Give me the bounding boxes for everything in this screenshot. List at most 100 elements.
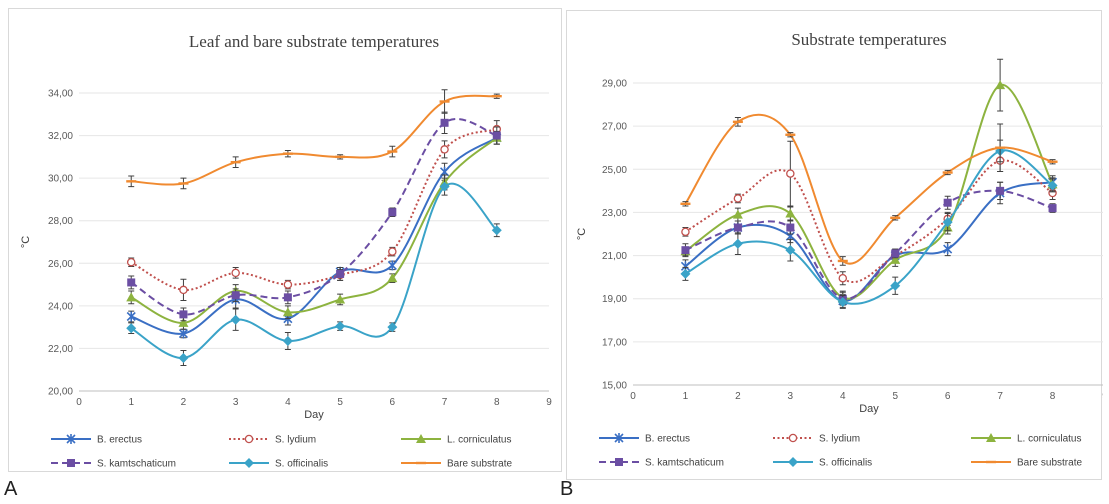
series-s-lydium-group [126, 120, 502, 302]
series-s-lydium-point [126, 257, 136, 267]
legend-l-corniculatus-marker [986, 433, 996, 442]
legend-s-lydium-marker [244, 434, 254, 444]
series-s-lydium-point [838, 273, 848, 283]
x-tick-label: 4 [840, 391, 846, 402]
legend-s-kamtschaticum-marker [615, 458, 623, 466]
x-axis-title: Day [304, 409, 324, 421]
series-s-kamtschaticum-point [943, 198, 952, 207]
series-s-kamtschaticum-point [996, 186, 1005, 195]
series-bare-substrate-group [126, 89, 502, 190]
y-tick-label: 21,00 [602, 251, 627, 262]
series-s-officinalis-point [732, 238, 743, 249]
y-tick-label: 26,00 [48, 259, 73, 270]
y-tick-label: 19,00 [602, 294, 627, 305]
series-s-officinalis-point [178, 353, 189, 364]
series-s-officinalis-point [387, 322, 398, 333]
series-s-kamtschaticum-point [891, 249, 900, 258]
series-s-lydium-point [179, 285, 188, 295]
series-s-kamtschaticum-point [336, 269, 345, 278]
series-b-erectus-point [387, 260, 397, 271]
series-s-officinalis-point [942, 217, 953, 228]
series-bare-substrate-group [680, 113, 1058, 266]
legend-s-kamtschaticum-label: S. kamtschaticum [97, 459, 176, 470]
series-s-lydium-point [681, 227, 690, 237]
x-tick-label: 3 [788, 391, 794, 402]
series-s-lydium-point [231, 268, 240, 278]
series-s-kamtschaticum-point [786, 223, 795, 232]
legend-l-corniculatus-label: L. corniculatus [447, 435, 511, 446]
series-s-officinalis-group [126, 177, 502, 366]
x-tick-label: 7 [442, 397, 448, 408]
legend-l-corniculatus-marker [416, 434, 426, 443]
y-tick-label: 28,00 [48, 216, 73, 227]
series-s-lydium-point [440, 145, 449, 154]
series-l-corniculatus-group [680, 58, 1058, 305]
x-tick-label: 6 [945, 391, 951, 402]
series-s-kamtschaticum-line [685, 189, 1053, 300]
series-s-officinalis-line [684, 149, 1054, 305]
series-b-erectus-point [126, 311, 136, 322]
chart-a-svg: Leaf and bare substrate temperatures 20,0… [20, 32, 552, 470]
y-tick-label: 29,00 [602, 79, 627, 90]
series-l-corniculatus-point [732, 209, 743, 219]
series-b-erectus-point [943, 244, 953, 255]
x-tick-label: 1 [683, 391, 689, 402]
series-s-kamtschaticum-point [388, 208, 397, 217]
y-tick-label: 27,00 [602, 122, 627, 133]
series-s-officinalis-point [282, 335, 293, 346]
y-tick-label: 24,00 [48, 301, 73, 312]
legend-s-kamtschaticum-marker [67, 459, 75, 467]
x-tick-label: 9 [1102, 391, 1103, 402]
series-l-corniculatus-point [995, 80, 1006, 90]
series-l-corniculatus-point [178, 317, 189, 327]
chart-title: Leaf and bare substrate temperatures [189, 32, 439, 51]
y-tick-label: 23,00 [602, 208, 627, 219]
series-s-lydium-point [786, 169, 795, 178]
y-tick-label: 25,00 [602, 165, 627, 176]
series-s-kamtschaticum-point [179, 310, 188, 319]
x-tick-label: 8 [1050, 391, 1056, 402]
series-s-lydium-point [283, 280, 293, 289]
series-s-officinalis-point [230, 314, 241, 325]
series-l-corniculatus-group [126, 130, 502, 330]
panel-label-b: B [560, 478, 574, 500]
chart-title: Substrate temperatures [791, 30, 946, 49]
x-tick-label: 2 [735, 391, 741, 402]
x-tick-label: 1 [128, 397, 134, 408]
series-s-officinalis-point [785, 245, 796, 256]
x-tick-label: 3 [233, 397, 239, 408]
y-tick-label: 17,00 [602, 337, 627, 348]
legend-s-lydium-label: S. lydium [819, 434, 860, 445]
legend-s-lydium-label: S. lydium [275, 435, 316, 446]
series-s-lydium-point [388, 247, 397, 256]
x-tick-label: 5 [892, 391, 898, 402]
series-l-corniculatus-point [387, 273, 398, 283]
x-tick-label: 5 [337, 397, 343, 408]
x-axis-title: Day [859, 403, 879, 415]
series-l-corniculatus-point [890, 254, 901, 264]
y-tick-label: 22,00 [48, 344, 73, 355]
panel-label-a: A [4, 478, 18, 500]
chart-panel-a: Leaf and bare substrate temperatures 20,0… [8, 8, 562, 472]
legend-b-erectus-marker [66, 434, 76, 444]
series-s-lydium-line [130, 128, 498, 291]
legend-bare-substrate-label: Bare substrate [1017, 458, 1082, 469]
legend-bare-substrate-label: Bare substrate [447, 459, 512, 470]
y-tick-label: 34,00 [48, 89, 73, 100]
legend-b-erectus-label: B. erectus [97, 435, 142, 446]
x-tick-label: 9 [546, 397, 552, 408]
legend-l-corniculatus-label: L. corniculatus [1017, 434, 1081, 445]
series-l-corniculatus-point [282, 307, 293, 317]
series-s-kamtschaticum-point [492, 131, 501, 140]
x-tick-label: 7 [997, 391, 1003, 402]
legend-s-officinalis-marker [788, 457, 798, 467]
series-s-officinalis-point [837, 296, 848, 307]
series-s-kamtschaticum-point [440, 118, 449, 127]
series-s-officinalis-point [335, 321, 346, 332]
y-tick-label: 32,00 [48, 131, 73, 142]
x-tick-label: 4 [285, 397, 291, 408]
y-tick-label: 15,00 [602, 381, 627, 392]
series-s-kamtschaticum-point [681, 246, 690, 255]
x-tick-label: 6 [390, 397, 396, 408]
series-s-kamtschaticum-point [1048, 204, 1057, 213]
